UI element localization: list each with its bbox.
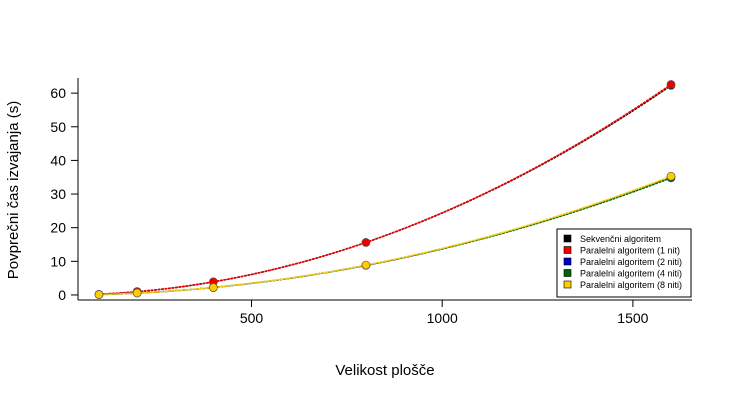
legend-label: Paralelni algoritem (8 niti)	[580, 280, 682, 290]
fit-line-series-2	[98, 83, 672, 295]
axes	[77, 78, 692, 301]
legend-label: Paralelni algoritem (4 niti)	[580, 269, 682, 279]
legend-label: Sekvenčni algoritem	[580, 234, 661, 244]
y-ticks: 0 10 20 30 40 50 60	[50, 85, 78, 303]
x-tick-label: 1500	[617, 310, 648, 326]
legend-swatch	[563, 234, 572, 243]
data-point-series-5	[666, 171, 676, 181]
x-tick-label: 1000	[427, 310, 458, 326]
legend-swatch	[563, 269, 572, 277]
y-tick-label: 60	[50, 85, 66, 101]
data-point-series-5	[94, 290, 104, 299]
legend-box	[556, 228, 692, 298]
data-point-series-5	[209, 283, 218, 292]
legend: Sekvenčni algoritem Paralelni algoritem (…	[556, 228, 692, 298]
x-tick-label: 500	[240, 310, 264, 326]
y-tick-label: 40	[50, 152, 66, 168]
data-point-series-5	[132, 288, 142, 298]
legend-swatch	[563, 246, 572, 254]
x-ticks: 500 1000 1500	[240, 300, 649, 326]
y-axis-title: Povprečni čas izvajanja (s)	[5, 101, 22, 279]
fit-lines	[98, 83, 672, 296]
legend-swatch	[563, 257, 572, 266]
x-axis-title: Velikost plošče	[335, 362, 434, 379]
legend-label: Paralelni algoritem (1 nit)	[580, 246, 680, 256]
data-point-series-2	[666, 80, 676, 89]
legend-label: Paralelni algoritem (2 niti)	[580, 257, 682, 267]
legend-swatch	[563, 280, 572, 289]
fit-line-series-5	[98, 175, 672, 296]
y-tick-label: 50	[50, 119, 66, 135]
data-points	[94, 80, 676, 299]
data-point-series-2	[361, 238, 371, 247]
y-tick-label: 10	[50, 253, 66, 269]
data-point-series-5	[361, 260, 371, 270]
y-tick-label: 0	[58, 287, 66, 303]
y-tick-label: 30	[50, 186, 66, 202]
y-tick-label: 20	[50, 220, 66, 236]
